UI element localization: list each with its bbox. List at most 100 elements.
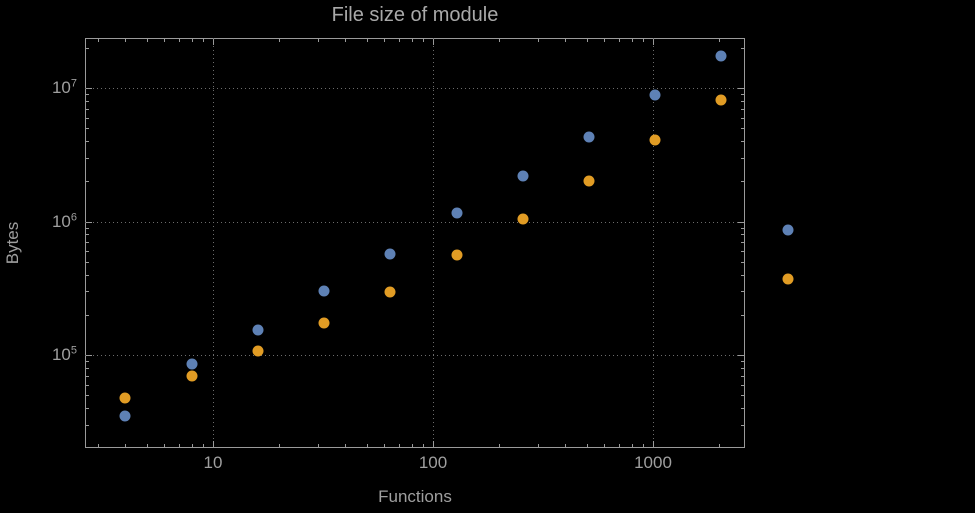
x-minor-tick <box>164 444 166 447</box>
data-point-blue <box>649 89 661 101</box>
y-major-tick <box>738 221 744 223</box>
x-minor-tick <box>537 444 539 447</box>
y-minor-tick <box>741 367 744 369</box>
gridline-horizontal <box>85 88 745 89</box>
y-minor-tick <box>86 408 89 410</box>
x-tick-label: 1000 <box>634 453 672 472</box>
x-minor-tick <box>631 39 633 42</box>
x-minor-tick <box>191 444 193 447</box>
data-point-orange <box>318 317 330 329</box>
y-minor-tick <box>741 94 744 96</box>
data-point-orange <box>715 94 727 105</box>
y-minor-tick <box>86 141 89 143</box>
data-point-orange <box>119 392 131 404</box>
x-minor-tick <box>178 39 180 42</box>
x-major-tick <box>433 39 434 45</box>
y-minor-tick <box>86 181 89 183</box>
x-minor-tick <box>719 444 721 447</box>
y-minor-tick <box>86 47 89 49</box>
y-minor-tick <box>86 94 89 96</box>
data-point-blue <box>119 410 131 422</box>
x-minor-tick <box>384 39 386 42</box>
y-minor-tick <box>86 384 89 386</box>
y-minor-tick <box>86 117 89 119</box>
x-minor-tick <box>398 39 400 42</box>
y-minor-tick <box>741 157 744 159</box>
x-minor-tick <box>317 39 319 42</box>
y-minor-tick <box>86 261 89 263</box>
data-point-orange <box>451 249 463 261</box>
y-minor-tick <box>741 375 744 377</box>
x-minor-tick <box>642 39 644 42</box>
y-minor-tick <box>741 100 744 102</box>
x-minor-tick <box>317 444 319 447</box>
plot-frame <box>85 38 745 448</box>
gridline-vertical <box>433 38 434 448</box>
y-minor-tick <box>741 227 744 229</box>
x-major-tick <box>653 39 654 45</box>
y-minor-tick <box>741 274 744 276</box>
y-minor-tick <box>741 242 744 244</box>
x-axis-label: Functions <box>378 487 452 506</box>
gridline-vertical <box>653 38 654 448</box>
y-minor-tick <box>741 47 744 49</box>
x-minor-tick <box>604 39 606 42</box>
y-major-tick <box>738 355 744 356</box>
y-minor-tick <box>741 141 744 143</box>
y-minor-tick <box>86 375 89 377</box>
x-minor-tick <box>586 444 588 447</box>
data-point-blue <box>517 170 529 182</box>
y-minor-tick <box>741 291 744 293</box>
x-minor-tick <box>586 39 588 42</box>
x-minor-tick <box>279 39 281 42</box>
data-point-blue <box>451 207 463 219</box>
y-minor-tick <box>86 361 89 363</box>
y-tick-label: 107 <box>51 77 77 97</box>
data-point-blue <box>318 285 330 297</box>
data-point-blue <box>583 131 595 143</box>
y-minor-tick <box>86 100 89 102</box>
x-minor-tick <box>642 444 644 447</box>
y-minor-tick <box>741 251 744 253</box>
y-minor-tick <box>741 117 744 119</box>
x-minor-tick <box>604 444 606 447</box>
y-minor-tick <box>86 367 89 369</box>
x-minor-tick <box>411 39 413 42</box>
data-point-orange <box>384 286 396 298</box>
x-minor-tick <box>97 39 99 42</box>
x-minor-tick <box>366 444 368 447</box>
x-major-tick <box>653 441 654 447</box>
y-major-tick <box>86 221 92 223</box>
x-minor-tick <box>164 39 166 42</box>
y-minor-tick <box>86 227 89 229</box>
y-minor-tick <box>86 108 89 110</box>
x-minor-tick <box>618 444 620 447</box>
data-point-orange <box>583 175 595 187</box>
x-tick-label: 10 <box>203 453 223 472</box>
x-minor-tick <box>499 444 501 447</box>
x-minor-tick <box>191 39 193 42</box>
x-major-tick <box>213 441 214 447</box>
x-minor-tick <box>202 444 204 447</box>
y-minor-tick <box>741 384 744 386</box>
y-minor-tick <box>741 234 744 236</box>
y-minor-tick <box>86 314 89 316</box>
y-minor-tick <box>741 108 744 110</box>
y-minor-tick <box>741 314 744 316</box>
y-minor-tick <box>86 242 89 244</box>
data-point-orange <box>186 370 198 382</box>
x-minor-tick <box>398 444 400 447</box>
y-minor-tick <box>86 234 89 236</box>
data-point-orange <box>252 345 264 357</box>
x-minor-tick <box>618 39 620 42</box>
y-major-tick <box>86 355 92 356</box>
x-minor-tick <box>384 444 386 447</box>
x-minor-tick <box>125 444 127 447</box>
y-tick-label: 105 <box>51 344 77 364</box>
x-minor-tick <box>565 444 567 447</box>
x-minor-tick <box>146 444 148 447</box>
data-point-blue <box>186 358 198 370</box>
y-minor-tick <box>741 408 744 410</box>
data-point-blue <box>782 224 794 236</box>
